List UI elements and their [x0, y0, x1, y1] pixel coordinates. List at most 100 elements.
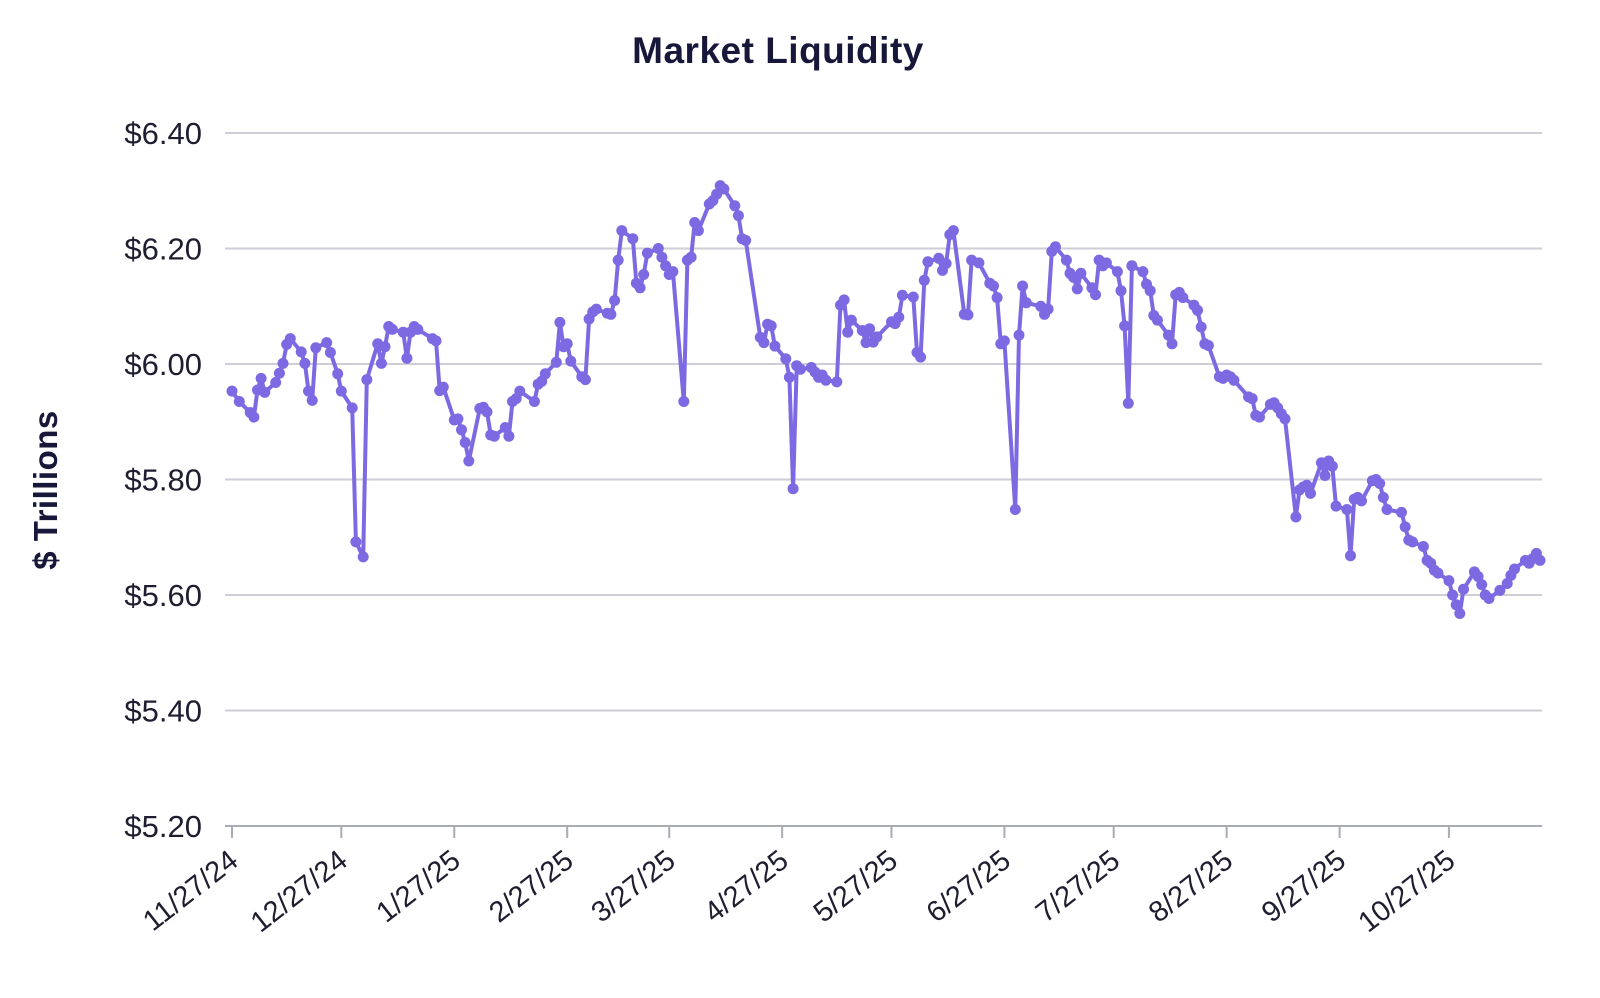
data-point: [1396, 506, 1407, 518]
data-point: [765, 320, 777, 332]
data-point: [973, 257, 985, 269]
y-tick-label: $6.40: [124, 116, 202, 151]
data-point: [896, 289, 908, 301]
data-point: [1013, 329, 1025, 341]
data-point: [1100, 257, 1112, 269]
data-point: [590, 303, 602, 315]
data-point: [612, 254, 624, 266]
data-point: [918, 274, 930, 286]
x-tick-label: 8/27/25: [1143, 844, 1239, 929]
data-point: [459, 437, 471, 448]
data-point: [299, 357, 311, 369]
data-point: [1049, 241, 1061, 253]
data-point: [947, 225, 959, 237]
data-point: [1254, 411, 1265, 423]
data-point: [1115, 285, 1127, 297]
data-point: [1166, 338, 1178, 350]
data-point: [1126, 260, 1138, 272]
x-tick-label: 12/27/24: [245, 844, 354, 939]
data-point: [893, 311, 905, 323]
data-point: [303, 385, 314, 397]
data-point: [667, 266, 679, 278]
data-point: [561, 338, 573, 350]
data-point: [386, 323, 398, 335]
data-point: [1494, 584, 1506, 596]
data-point: [783, 371, 795, 383]
data-point: [922, 256, 934, 268]
data-point: [1399, 521, 1411, 533]
data-point: [1454, 608, 1466, 619]
data-point: [605, 308, 617, 320]
data-point: [1060, 254, 1072, 266]
data-point: [1192, 304, 1203, 316]
data-point: [634, 282, 646, 294]
data-point: [1195, 321, 1207, 333]
data-point: [907, 291, 919, 303]
data-point: [321, 337, 333, 349]
data-point: [335, 385, 347, 397]
data-point: [1119, 320, 1131, 332]
data-point: [864, 323, 876, 335]
data-point: [248, 411, 260, 423]
y-tick-label: $5.20: [124, 809, 202, 844]
data-point: [692, 225, 704, 237]
data-point: [1090, 289, 1101, 301]
data-point: [412, 323, 424, 335]
data-point: [1151, 314, 1163, 326]
data-point: [1137, 266, 1149, 278]
x-tick-label: 11/27/24: [137, 844, 244, 937]
y-tick-label: $6.00: [124, 347, 202, 382]
data-point: [740, 234, 752, 246]
data-point: [758, 337, 770, 349]
data-point: [915, 351, 927, 363]
data-point: [820, 374, 832, 386]
data-point: [769, 340, 781, 352]
data-point: [1075, 267, 1087, 279]
data-point: [842, 326, 854, 338]
data-point: [452, 413, 464, 425]
data-point: [729, 200, 741, 212]
y-tick-label: $5.60: [124, 578, 202, 613]
data-point: [1228, 374, 1240, 386]
data-point: [481, 406, 493, 418]
data-point: [1341, 504, 1353, 515]
data-point: [332, 368, 344, 380]
data-point: [1162, 329, 1174, 341]
data-point: [554, 316, 566, 328]
data-point: [499, 422, 511, 433]
data-point: [1345, 550, 1356, 562]
data-point: [652, 243, 664, 254]
y-tick-label: $5.40: [124, 694, 202, 729]
data-point: [1417, 541, 1429, 552]
data-point: [306, 394, 318, 406]
data-point: [350, 536, 362, 548]
data-point: [845, 314, 857, 326]
data-point: [787, 483, 799, 495]
data-point: [430, 335, 442, 347]
data-point: [638, 269, 650, 280]
data-point: [488, 430, 500, 442]
data-point: [1534, 554, 1546, 566]
y-tick-label: $6.20: [124, 232, 202, 267]
data-point: [1483, 593, 1495, 604]
data-point: [1017, 280, 1029, 292]
data-point: [379, 341, 391, 353]
x-tick-label: 7/27/25: [1030, 844, 1126, 929]
chart-title: Market Liquidity: [632, 30, 924, 71]
data-point: [616, 225, 628, 237]
x-tick-label: 5/27/25: [808, 844, 904, 929]
data-point: [1381, 504, 1393, 515]
data-point: [295, 346, 307, 358]
data-point: [1177, 292, 1189, 304]
data-point: [361, 374, 373, 386]
data-point: [456, 424, 467, 436]
data-point: [226, 385, 238, 397]
data-point: [685, 251, 697, 263]
data-point: [1009, 504, 1021, 515]
data-point: [270, 377, 282, 388]
data-point: [277, 357, 289, 369]
data-point: [678, 396, 690, 407]
data-point: [940, 258, 952, 269]
data-point: [324, 347, 336, 358]
data-point: [1326, 460, 1338, 472]
